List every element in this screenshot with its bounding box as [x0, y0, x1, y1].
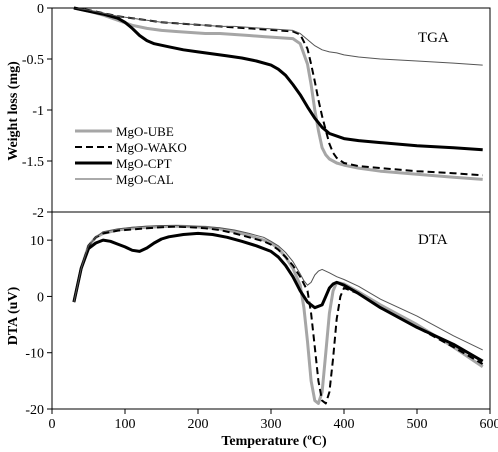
x-tick-label: 500 [407, 417, 428, 432]
dta-panel-label: DTA [418, 232, 448, 248]
tga-y-tick-label: -1.5 [22, 155, 44, 170]
x-tick-label: 600 [480, 417, 498, 432]
dta-y-tick-label: 10 [30, 234, 44, 249]
x-axis-title: Temperature (ºC) [221, 434, 327, 449]
dta-y-tick-label: 0 [37, 290, 44, 305]
dta-series-lines [72, 224, 484, 405]
dta-y-axis-title: DTA (uV) [6, 286, 21, 345]
dta-series-mgo-ube [72, 224, 484, 405]
tga-y-tick-label: -1 [32, 104, 44, 119]
dta-y-tick-label: -10 [25, 347, 44, 362]
x-tick-label: 400 [334, 417, 355, 432]
dta-x-ticks: 0 100 200 300 400 500 600 [49, 409, 498, 432]
tga-y-tick-label: 0 [37, 2, 44, 17]
x-tick-label: 200 [188, 417, 209, 432]
x-tick-label: 0 [49, 417, 56, 432]
tga-series-mgo-ube [73, 6, 483, 181]
x-tick-label: 300 [261, 417, 282, 432]
tga-y-tick-label: -0.5 [22, 53, 44, 68]
tga-series-mgo-cpt [73, 6, 483, 152]
legend-label-mgo-ube: MgO-UBE [116, 124, 174, 139]
tga-y-ticks: 0 -0.5 -1 -1.5 -2 [22, 2, 52, 221]
legend-label-mgo-cal: MgO-CAL [116, 172, 174, 187]
tga-panel: 0 -0.5 -1 -1.5 -2 TGA Weight loss (mg) MgO-U… [6, 2, 491, 221]
dta-y-ticks: 10 0 -10 -20 [25, 234, 52, 418]
tga-y-tick-label: -2 [32, 206, 44, 221]
tga-y-axis-title: Weight loss (mg) [6, 61, 21, 161]
dta-series-mgo-cal [73, 225, 483, 351]
dta-y-tick-label: -20 [25, 403, 44, 418]
x-tick-label: 100 [115, 417, 136, 432]
dta-series-mgo-wako [72, 225, 484, 405]
legend-label-mgo-wako: MgO-WAKO [116, 140, 187, 155]
dta-series-mgo-cpt [72, 231, 484, 363]
tga-series-mgo-wako [73, 7, 483, 177]
tga-series-lines [73, 6, 483, 181]
tga-series-mgo-cal [73, 7, 483, 66]
dta-panel: 100-10-20 0 100 200 300 400 500 600 DTA DTA (u… [6, 211, 498, 449]
legend-label-mgo-cpt: MgO-CPT [116, 156, 172, 171]
tga-panel-label: TGA [418, 30, 449, 46]
